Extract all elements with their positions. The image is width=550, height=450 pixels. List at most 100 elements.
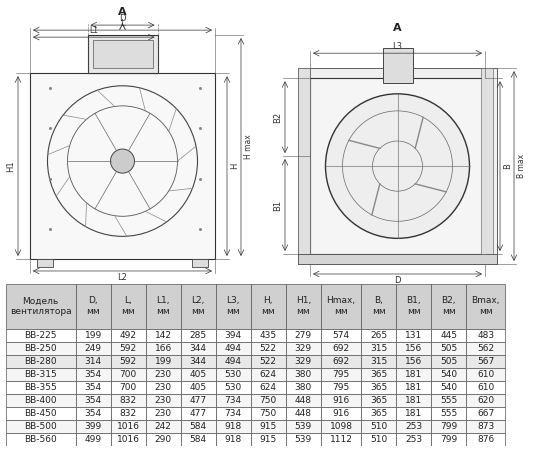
Text: 567: 567: [477, 357, 494, 366]
Bar: [75, 407, 111, 419]
Bar: [286, 329, 321, 342]
Bar: [111, 342, 146, 355]
Bar: [431, 355, 466, 368]
Text: 832: 832: [119, 409, 137, 418]
Text: H max: H max: [244, 135, 253, 159]
Text: L,
мм: L, мм: [121, 297, 135, 316]
Bar: [180, 394, 216, 407]
Text: 700: 700: [119, 370, 137, 379]
Bar: [286, 342, 321, 355]
Bar: [466, 419, 505, 432]
Bar: [92, 40, 152, 68]
Bar: [396, 329, 431, 342]
Bar: [146, 342, 180, 355]
Bar: [37, 259, 53, 267]
Text: 329: 329: [295, 357, 312, 366]
Bar: [6, 432, 75, 446]
Text: 692: 692: [332, 357, 350, 366]
Text: 562: 562: [477, 344, 494, 353]
Bar: [111, 355, 146, 368]
Bar: [396, 368, 431, 381]
Bar: [216, 368, 251, 381]
Text: B2,
мм: B2, мм: [442, 297, 456, 316]
Bar: [396, 419, 431, 432]
Circle shape: [111, 149, 135, 173]
Text: 734: 734: [224, 396, 242, 405]
Bar: [466, 381, 505, 394]
Bar: [180, 329, 216, 342]
Text: 750: 750: [260, 409, 277, 418]
Text: B max: B max: [517, 154, 526, 178]
Bar: [396, 284, 431, 329]
Text: 142: 142: [155, 331, 172, 340]
Text: 624: 624: [260, 382, 277, 392]
Text: 555: 555: [440, 396, 458, 405]
Text: 435: 435: [260, 331, 277, 340]
Bar: [180, 342, 216, 355]
Text: ВВ-400: ВВ-400: [24, 396, 57, 405]
Bar: [466, 394, 505, 407]
Text: 574: 574: [332, 331, 350, 340]
Bar: [6, 342, 75, 355]
Bar: [6, 368, 75, 381]
Text: ВВ-280: ВВ-280: [24, 357, 57, 366]
Text: B2: B2: [273, 112, 282, 123]
Bar: [298, 68, 497, 264]
Bar: [6, 329, 75, 342]
Bar: [361, 355, 396, 368]
Bar: [251, 342, 286, 355]
Bar: [75, 342, 111, 355]
Bar: [466, 407, 505, 419]
Text: 448: 448: [295, 396, 312, 405]
Text: 365: 365: [370, 396, 387, 405]
Bar: [146, 394, 180, 407]
Text: 876: 876: [477, 435, 494, 444]
Text: 915: 915: [260, 422, 277, 431]
Bar: [251, 419, 286, 432]
Bar: [111, 329, 146, 342]
Text: 510: 510: [370, 422, 387, 431]
Bar: [111, 407, 146, 419]
Text: 253: 253: [405, 435, 422, 444]
Bar: [361, 407, 396, 419]
Bar: [111, 284, 146, 329]
Bar: [321, 407, 361, 419]
Bar: [146, 284, 180, 329]
Text: 181: 181: [405, 409, 422, 418]
Bar: [466, 355, 505, 368]
Text: 918: 918: [224, 435, 242, 444]
Bar: [251, 284, 286, 329]
Text: ВВ-450: ВВ-450: [24, 409, 57, 418]
Bar: [431, 368, 466, 381]
Text: 279: 279: [295, 331, 312, 340]
Text: 1016: 1016: [117, 435, 140, 444]
Text: 354: 354: [85, 409, 102, 418]
Bar: [146, 368, 180, 381]
Text: 405: 405: [190, 382, 207, 392]
Text: 795: 795: [332, 382, 350, 392]
Text: 499: 499: [85, 435, 102, 444]
Text: L: L: [120, 19, 125, 28]
Bar: [180, 284, 216, 329]
Bar: [361, 419, 396, 432]
Bar: [251, 407, 286, 419]
Bar: [396, 342, 431, 355]
Text: 505: 505: [440, 344, 458, 353]
Text: D: D: [119, 14, 126, 23]
Bar: [251, 329, 286, 342]
Bar: [251, 355, 286, 368]
Text: 510: 510: [370, 435, 387, 444]
Bar: [431, 381, 466, 394]
Text: 555: 555: [440, 409, 458, 418]
Text: 156: 156: [405, 344, 422, 353]
Bar: [431, 329, 466, 342]
Bar: [431, 342, 466, 355]
Text: B1,
мм: B1, мм: [406, 297, 421, 316]
Bar: [75, 368, 111, 381]
Text: 750: 750: [260, 396, 277, 405]
Bar: [298, 68, 310, 264]
Text: 230: 230: [155, 396, 172, 405]
Circle shape: [326, 94, 470, 238]
Text: L3: L3: [393, 42, 403, 51]
Bar: [30, 73, 215, 259]
